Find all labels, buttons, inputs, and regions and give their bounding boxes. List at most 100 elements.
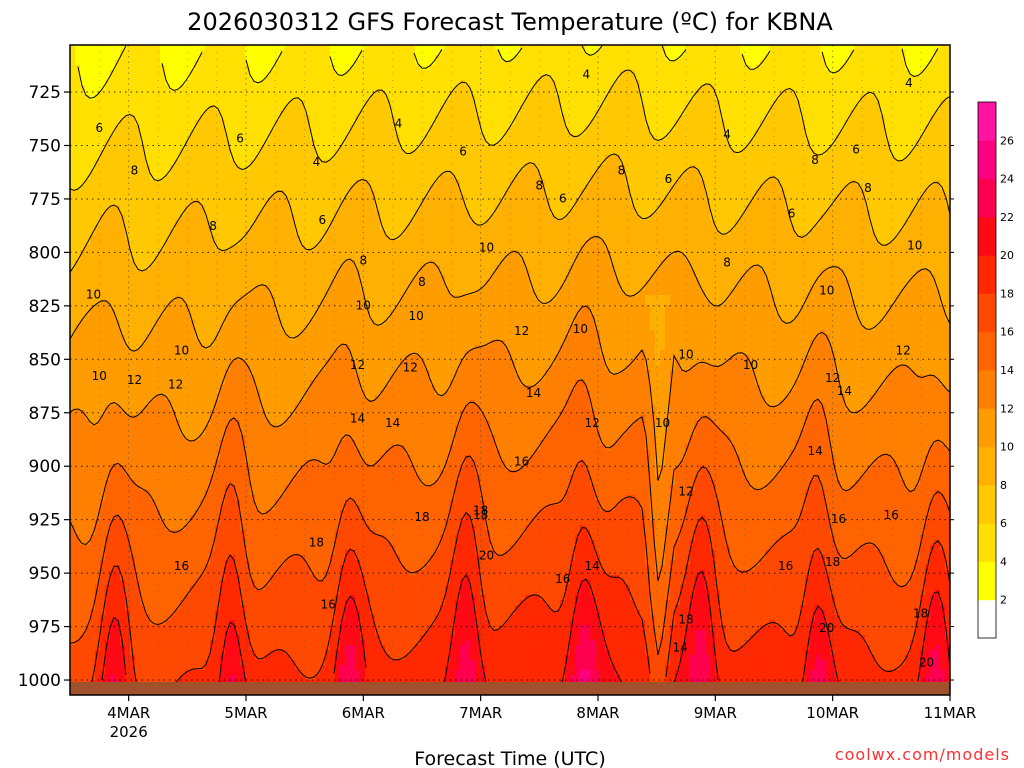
field-cell	[100, 225, 106, 231]
field-cell	[70, 200, 76, 206]
field-cell	[230, 45, 236, 51]
field-cell	[245, 185, 251, 191]
field-cell	[90, 85, 96, 91]
field-cell	[245, 50, 251, 56]
field-cell	[215, 250, 221, 256]
field-cell	[135, 600, 141, 606]
field-cell	[225, 545, 231, 551]
field-cell	[225, 490, 231, 496]
field-cell	[255, 520, 261, 526]
field-cell	[225, 285, 231, 291]
field-cell	[235, 535, 241, 541]
field-cell	[230, 620, 236, 626]
field-cell	[135, 550, 141, 556]
field-cell	[230, 360, 236, 366]
field-cell	[125, 310, 131, 316]
field-cell	[210, 650, 216, 656]
field-cell	[140, 225, 146, 231]
field-cell	[90, 385, 96, 391]
field-cell	[165, 515, 171, 521]
field-cell	[100, 660, 106, 666]
field-cell	[115, 60, 121, 66]
field-cell	[205, 370, 211, 376]
field-cell	[100, 95, 106, 101]
field-cell	[240, 470, 246, 476]
field-cell	[240, 490, 246, 496]
field-cell	[135, 375, 141, 381]
field-cell	[185, 360, 191, 366]
field-cell	[95, 320, 101, 326]
field-cell	[220, 470, 226, 476]
field-cell	[150, 230, 156, 236]
field-cell	[170, 350, 176, 356]
field-cell	[105, 80, 111, 86]
field-cell	[90, 165, 96, 171]
field-cell	[205, 645, 211, 651]
field-cell	[125, 550, 131, 556]
field-cell	[115, 465, 121, 471]
field-cell	[130, 230, 136, 236]
field-cell	[210, 165, 216, 171]
field-cell	[215, 230, 221, 236]
field-cell	[170, 210, 176, 216]
field-cell	[195, 315, 201, 321]
field-cell	[115, 130, 121, 136]
field-cell	[160, 475, 166, 481]
field-cell	[125, 645, 131, 651]
field-cell	[80, 250, 86, 256]
field-cell	[120, 400, 126, 406]
field-cell	[80, 475, 86, 481]
field-cell	[110, 255, 116, 261]
field-cell	[70, 295, 76, 301]
field-cell	[175, 470, 181, 476]
field-cell	[70, 490, 76, 496]
field-cell	[75, 665, 81, 671]
field-cell	[180, 145, 186, 151]
field-cell	[140, 505, 146, 511]
field-cell	[210, 380, 216, 386]
field-cell	[230, 245, 236, 251]
field-cell	[95, 405, 101, 411]
field-cell	[95, 385, 101, 391]
field-cell	[195, 100, 201, 106]
field-cell	[245, 240, 251, 246]
field-cell	[235, 525, 241, 531]
field-cell	[195, 630, 201, 636]
field-cell	[145, 330, 151, 336]
field-cell	[190, 595, 196, 601]
field-cell	[220, 565, 226, 571]
field-cell	[140, 495, 146, 501]
field-cell	[170, 555, 176, 561]
field-cell	[175, 290, 181, 296]
field-cell	[235, 530, 241, 536]
field-cell	[180, 365, 186, 371]
field-cell	[145, 555, 151, 561]
field-cell	[180, 580, 186, 586]
field-cell	[75, 260, 81, 266]
field-cell	[90, 435, 96, 441]
field-cell	[180, 130, 186, 136]
field-cell	[125, 295, 131, 301]
field-cell	[90, 195, 96, 201]
field-cell	[80, 90, 86, 96]
field-cell	[175, 185, 181, 191]
field-cell	[70, 665, 76, 671]
field-cell	[185, 315, 191, 321]
field-cell	[70, 465, 76, 471]
field-cell	[165, 265, 171, 271]
field-cell	[220, 160, 226, 166]
field-cell	[180, 620, 186, 626]
field-cell	[105, 115, 111, 121]
field-cell	[225, 405, 231, 411]
field-cell	[200, 240, 206, 246]
field-cell	[70, 535, 76, 541]
field-cell	[110, 320, 116, 326]
field-cell	[165, 460, 171, 466]
field-cell	[160, 515, 166, 521]
field-cell	[215, 125, 221, 131]
field-cell	[240, 230, 246, 236]
field-cell	[75, 610, 81, 616]
field-cell	[165, 345, 171, 351]
field-cell	[135, 535, 141, 541]
field-cell	[80, 365, 86, 371]
